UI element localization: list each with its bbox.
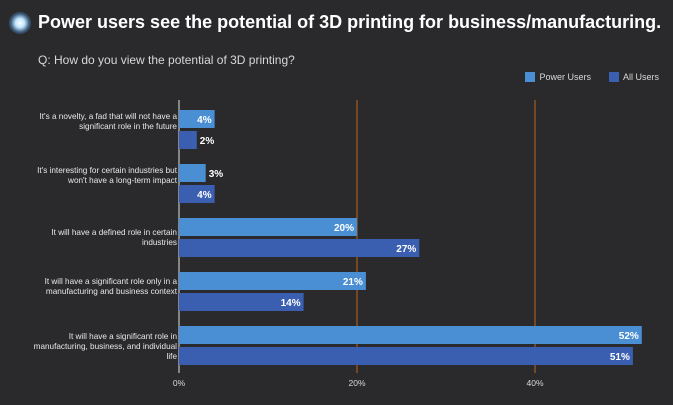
bar-value-label: 51%: [610, 352, 630, 363]
x-tick-label: 40%: [526, 378, 543, 388]
legend-label-all-users: All Users: [622, 72, 659, 82]
chart-legend: Power Users All Users: [525, 72, 659, 82]
legend-swatch-all-users: [608, 72, 619, 82]
bar: [179, 185, 215, 203]
bar: [179, 218, 357, 236]
category-label: It's interesting for certain industries …: [37, 166, 177, 185]
bar: [179, 164, 206, 182]
bar: [179, 347, 633, 365]
legend-swatch-power-users: [525, 72, 536, 82]
bar: [179, 131, 197, 149]
legend-item-power-users: Power Users: [525, 72, 591, 82]
x-tick-label: 0%: [173, 378, 186, 388]
bar-value-label: 4%: [197, 190, 212, 201]
bar-value-label: 2%: [200, 136, 215, 147]
category-label: It will have a significant role only in …: [44, 277, 177, 296]
bar-value-label: 4%: [197, 115, 212, 126]
bar-value-label: 27%: [396, 244, 416, 255]
bar-value-label: 20%: [334, 223, 354, 234]
bar-value-label: 21%: [343, 277, 363, 288]
bar: [179, 110, 215, 128]
bar: [179, 239, 420, 257]
bar-value-label: 14%: [281, 298, 301, 309]
bar-value-label: 52%: [619, 331, 639, 342]
bar: [179, 272, 366, 290]
legend-label-power-users: Power Users: [539, 72, 591, 82]
bar-value-label: 3%: [209, 169, 224, 180]
page-title: Power users see the potential of 3D prin…: [38, 12, 662, 32]
category-label: It will have a defined role in certain i…: [51, 228, 177, 247]
bar: [179, 293, 304, 311]
title-glow-icon: [9, 12, 31, 34]
category-label: It will have a significant role in manuf…: [33, 332, 177, 361]
chart-subtitle: Q: How do you view the potential of 3D p…: [38, 53, 295, 67]
category-label: It's a novelty, a fad that will not have…: [39, 112, 178, 131]
bar: [179, 326, 642, 344]
legend-item-all-users: All Users: [608, 72, 659, 82]
x-tick-label: 20%: [348, 378, 365, 388]
